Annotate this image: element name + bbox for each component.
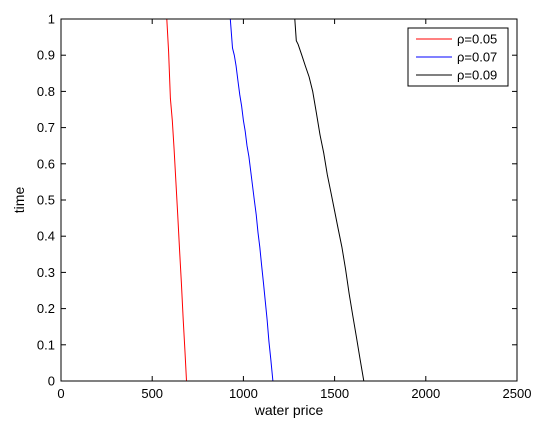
x-tick-label: 2000 [411, 386, 440, 401]
x-axis-label: water price [254, 402, 324, 418]
y-tick-label: 0.3 [37, 265, 55, 280]
plot-area [166, 18, 365, 382]
y-tick-label: 1 [48, 12, 55, 27]
legend: ρ=0.05 ρ=0.07 ρ=0.09 [407, 27, 509, 87]
y-tick-label: 0.8 [37, 84, 55, 99]
x-tick-label: 1000 [229, 386, 258, 401]
legend-label-1: ρ=0.05 [457, 32, 497, 47]
series-line-3 [294, 18, 365, 382]
x-tick-label: 1500 [320, 386, 349, 401]
legend-label-3: ρ=0.09 [457, 68, 497, 83]
y-axis-label: time [11, 187, 27, 214]
series-line-1 [166, 18, 187, 382]
x-tick-label: 0 [57, 386, 64, 401]
y-tick-label: 0.5 [37, 193, 55, 208]
y-tick-label: 0 [48, 374, 55, 389]
axis-ticks: 0 500 1000 1500 2000 2500 0 0.1 0.2 0.3 0.4 0.5 0.6 0… [37, 12, 532, 402]
legend-label-2: ρ=0.07 [457, 50, 497, 65]
x-tick-label: 500 [141, 386, 163, 401]
y-tick-label: 0.6 [37, 156, 55, 171]
series-line-2 [229, 18, 274, 382]
y-tick-label: 0.9 [37, 48, 55, 63]
y-tick-label: 0.2 [37, 301, 55, 316]
x-tick-label: 2500 [503, 386, 532, 401]
y-tick-label: 0.7 [37, 120, 55, 135]
y-tick-label: 0.1 [37, 337, 55, 352]
y-tick-label: 0.4 [37, 229, 55, 244]
